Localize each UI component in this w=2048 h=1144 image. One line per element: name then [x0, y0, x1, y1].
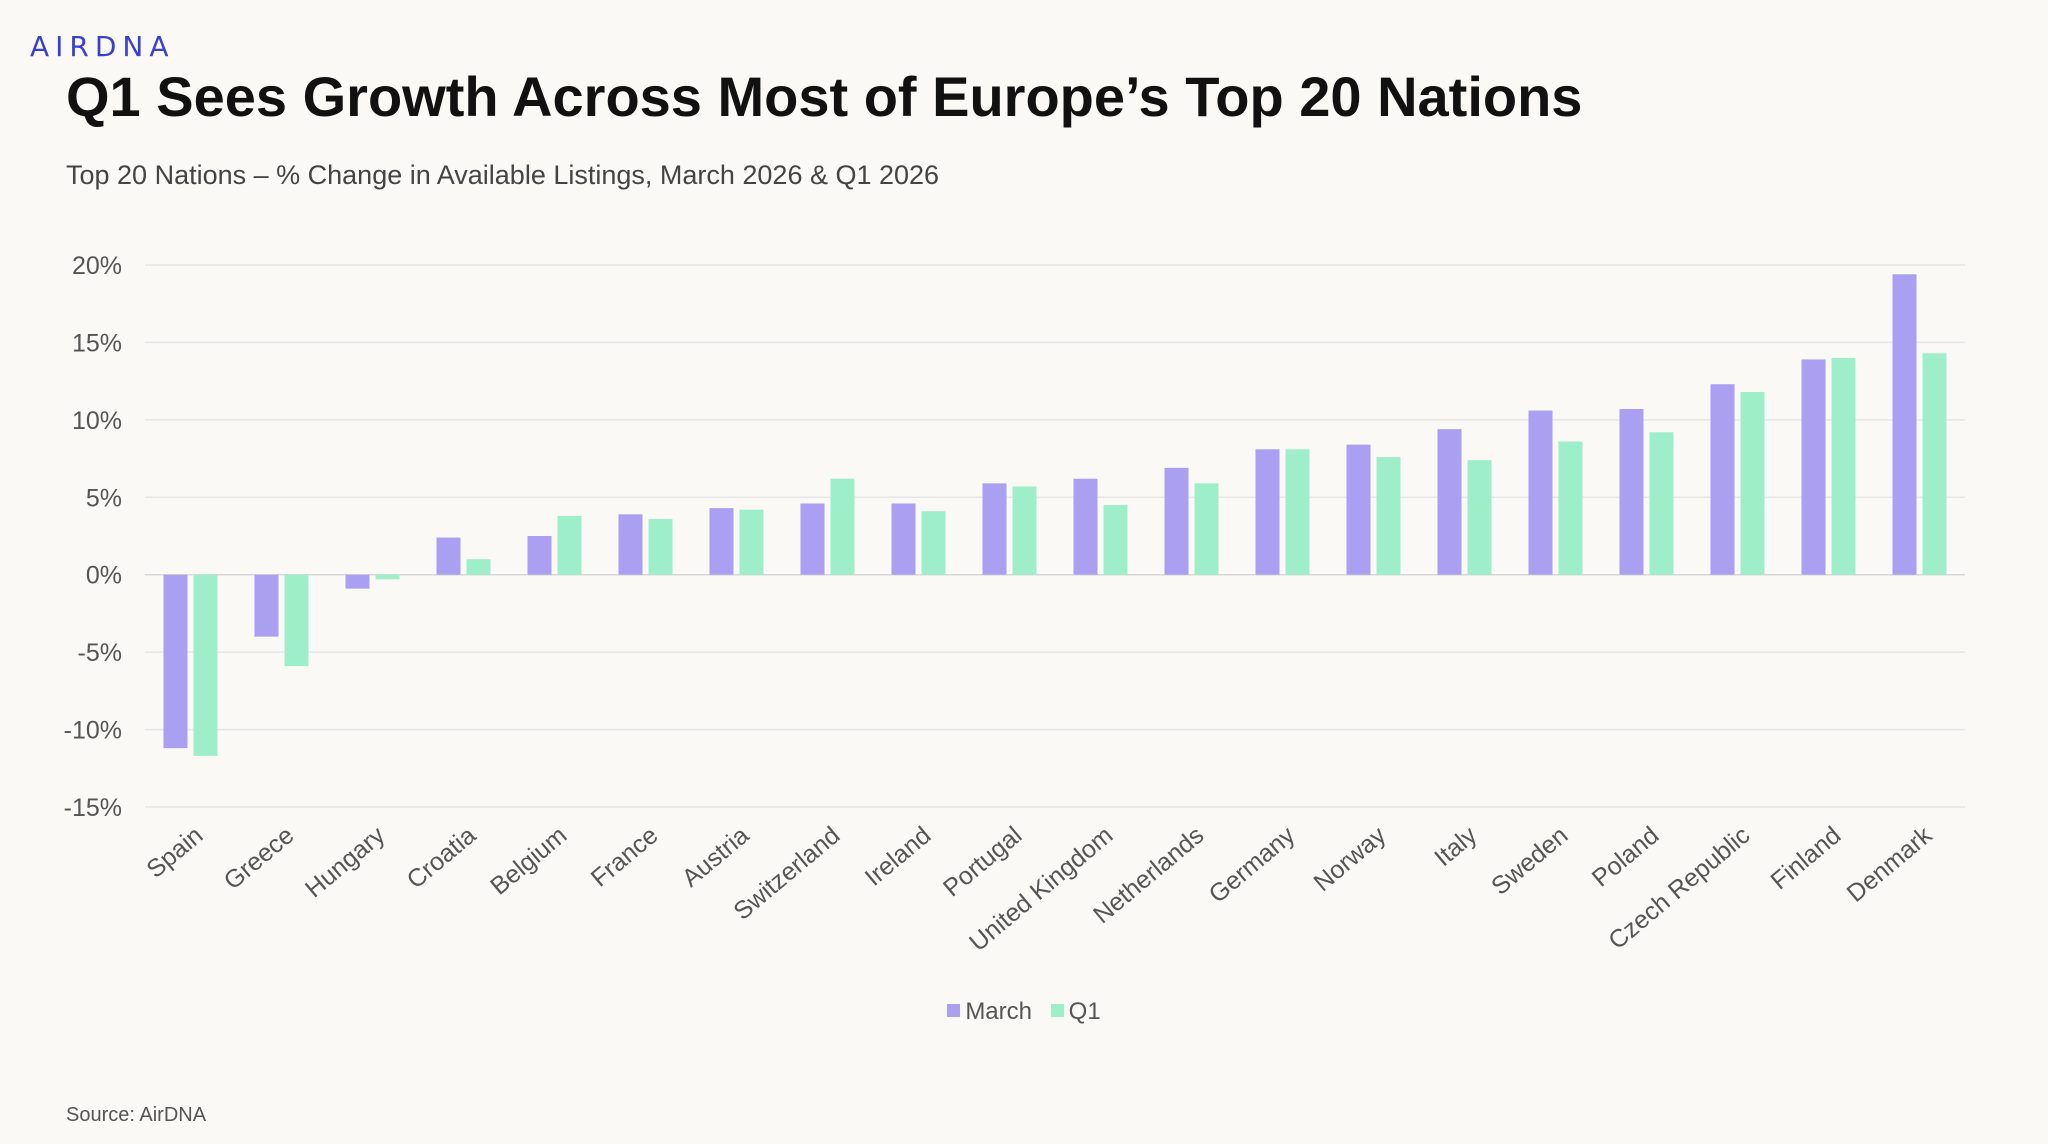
bar-q1-italy [1467, 460, 1492, 575]
x-tick-label: Denmark [1842, 821, 1938, 908]
bar-march-sweden [1528, 410, 1553, 575]
x-tick-label: Portugal [938, 821, 1027, 902]
bar-march-croatia [436, 537, 461, 575]
y-tick-label: -10% [64, 717, 122, 745]
legend-item-march: March [947, 998, 1032, 1026]
x-tick-label: Finland [1766, 821, 1847, 895]
x-tick-label: Croatia [402, 821, 482, 894]
legend-swatch-q1 [1050, 1004, 1064, 1018]
x-tick-label: Hungary [300, 821, 391, 904]
bar-march-ireland [891, 503, 916, 575]
y-tick-label: 10% [72, 407, 122, 435]
bar-march-hungary [345, 574, 370, 589]
bar-q1-belgium [557, 515, 582, 575]
x-tick-label: Spain [141, 821, 208, 884]
x-tick-label: Belgium [485, 821, 572, 901]
y-tick-label: 20% [72, 252, 122, 280]
bar-march-spain [163, 574, 188, 749]
bar-q1-austria [739, 509, 764, 575]
bar-march-austria [709, 508, 734, 575]
bar-q1-france [648, 518, 673, 575]
bar-q1-united-kingdom [1103, 505, 1128, 575]
x-tick-label: Poland [1587, 821, 1665, 892]
chart-legend: March Q1 [0, 998, 2048, 1026]
x-tick-label: Sweden [1486, 821, 1573, 901]
x-tick-label: Norway [1308, 821, 1391, 897]
bar-march-greece [254, 574, 279, 637]
bar-march-finland [1801, 359, 1826, 575]
bar-q1-norway [1376, 457, 1401, 575]
legend-item-q1: Q1 [1050, 998, 1101, 1026]
legend-swatch-march [947, 1004, 961, 1018]
x-tick-label: Italy [1429, 821, 1483, 872]
bar-q1-spain [193, 574, 218, 756]
bar-march-switzerland [800, 503, 825, 575]
bar-march-germany [1255, 449, 1280, 575]
x-tick-label: France [586, 821, 664, 892]
bar-q1-germany [1285, 449, 1310, 575]
bar-march-poland [1619, 409, 1644, 575]
x-tick-label: Ireland [860, 821, 937, 892]
bar-march-france [618, 514, 643, 575]
bar-q1-netherlands [1194, 483, 1219, 575]
source-note: Source: AirDNA [66, 1104, 207, 1126]
y-tick-label: -5% [78, 639, 122, 667]
airdna-logo: AIRDNA [30, 30, 175, 63]
legend-label-q1: Q1 [1068, 998, 1101, 1025]
x-tick-label: Greece [219, 821, 300, 895]
bar-march-netherlands [1164, 467, 1189, 575]
bar-q1-czech-republic [1740, 391, 1765, 575]
bar-march-united-kingdom [1073, 478, 1098, 575]
bar-march-norway [1346, 444, 1371, 575]
y-tick-label: 15% [72, 329, 122, 357]
legend-label-march: March [965, 998, 1032, 1025]
x-tick-label: Austria [677, 821, 755, 893]
bar-march-czech-republic [1710, 384, 1735, 575]
bar-q1-croatia [466, 559, 491, 575]
bar-q1-greece [284, 574, 309, 667]
bar-q1-switzerland [830, 478, 855, 575]
y-tick-label: 5% [86, 484, 122, 512]
bar-q1-sweden [1558, 441, 1583, 575]
bar-march-denmark [1892, 274, 1917, 575]
bar-q1-portugal [1012, 486, 1037, 575]
bar-q1-hungary [375, 574, 400, 580]
page-title: Q1 Sees Growth Across Most of Europe’s T… [66, 65, 1583, 128]
bar-q1-ireland [921, 511, 946, 575]
bar-q1-finland [1831, 357, 1856, 575]
bar-q1-poland [1649, 432, 1674, 575]
bar-march-portugal [982, 483, 1007, 575]
chart-subtitle: Top 20 Nations – % Change in Available L… [66, 160, 940, 190]
x-tick-label: Germany [1204, 821, 1301, 909]
y-tick-label: 0% [86, 562, 122, 590]
bar-q1-denmark [1922, 353, 1947, 575]
y-tick-label: -15% [64, 794, 122, 822]
bar-march-italy [1437, 429, 1462, 575]
bar-march-belgium [527, 536, 552, 575]
